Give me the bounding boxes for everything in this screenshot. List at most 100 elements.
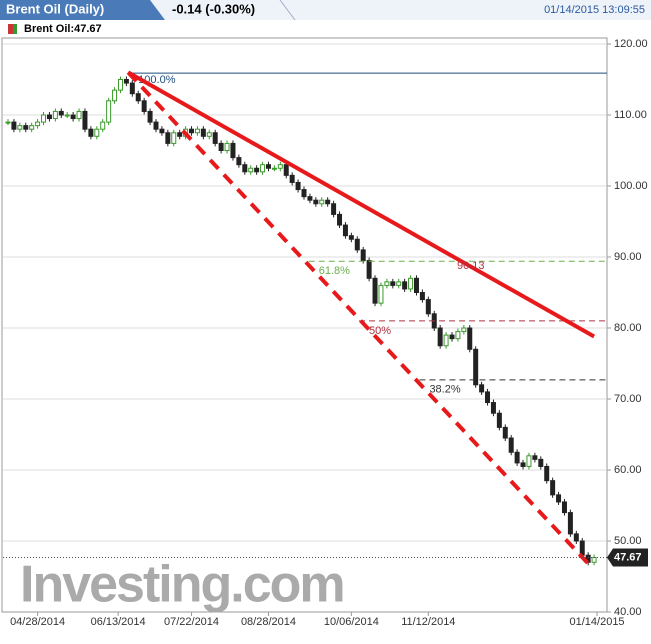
candle [129,82,135,95]
candle [408,277,414,290]
candle [194,128,200,134]
header-divider [279,0,296,21]
candle [147,110,153,123]
candle [538,458,544,467]
y-tick-label: 80.00 [614,322,642,334]
candle [455,331,461,340]
annotation: 90.13 [457,260,485,272]
candle [354,238,360,251]
candle [425,299,431,315]
candle [396,281,402,286]
candle [337,213,343,226]
candle [514,451,520,464]
candle [254,167,260,173]
candle [159,128,165,134]
candle [171,132,177,144]
candle [331,203,337,215]
candle [58,110,64,116]
candle [271,167,277,170]
candle [591,557,597,563]
candle [70,114,76,120]
candle [366,260,372,279]
candle [88,128,94,137]
y-tick-label: 90.00 [614,251,642,263]
candle [41,114,47,123]
change: -0.14 (-0.30%) [172,1,255,16]
price-label: 47.67 [614,551,642,563]
trendline [127,70,596,339]
candle [502,426,508,439]
candle [390,281,396,286]
candle [117,79,123,91]
candle [82,110,88,130]
candle [295,181,301,191]
y-tick-label: 40.00 [614,606,642,618]
candle [526,455,532,467]
y-tick-label: 50.00 [614,535,642,547]
legend: Brent Oil:47.67 [24,23,102,35]
fib-label: 61.8% [319,265,350,277]
candle [283,164,289,176]
candle [573,533,579,542]
candle [265,164,271,169]
candle [230,142,236,159]
candle [135,93,141,102]
candle [325,199,331,205]
candle [153,121,159,130]
candle [520,462,526,467]
timestamp: 01/14/2015 13:09:55 [544,4,645,16]
candle [467,327,473,350]
candle [177,132,183,137]
candle [112,89,118,102]
y-tick-label: 120.00 [614,38,648,50]
x-tick-label: 08/28/2014 [241,616,296,628]
candle [413,277,419,293]
x-tick-label: 01/14/2015 [570,616,625,628]
candle [277,164,283,169]
candle [372,277,378,304]
candle [76,110,82,120]
candle [449,334,455,340]
candle [567,512,573,535]
candle [64,114,70,117]
candle [46,114,52,120]
candle [473,348,479,386]
candle [212,132,218,144]
candle [342,224,348,237]
candle [260,164,266,173]
candle [550,480,556,496]
y-tick-label: 60.00 [614,464,642,476]
candle [17,125,23,130]
candle [224,142,230,151]
y-tick-label: 110.00 [614,109,647,121]
candle [348,235,354,240]
legend-swatch [13,24,17,34]
candle [5,121,11,124]
candle [461,327,467,333]
candle [313,199,319,205]
candle [248,167,254,173]
candle [29,125,35,130]
x-tick-label: 11/12/2014 [401,616,455,628]
trendline [126,71,594,570]
candle [556,494,562,503]
title: Brent Oil (Daily) [6,1,104,16]
candle [242,164,248,173]
candle [189,128,195,134]
candle [490,402,496,414]
candle [544,465,550,482]
fib-label: 38.2% [429,384,460,396]
candle [496,412,502,428]
candle [437,327,443,347]
candle [419,292,425,301]
candle [508,437,514,453]
candle [443,334,449,347]
candle [52,110,58,120]
x-tick-label: 10/06/2014 [324,616,379,628]
candle [319,199,325,205]
candle [11,121,17,130]
candle [94,128,100,137]
price-box [607,548,648,567]
candle [402,281,408,290]
